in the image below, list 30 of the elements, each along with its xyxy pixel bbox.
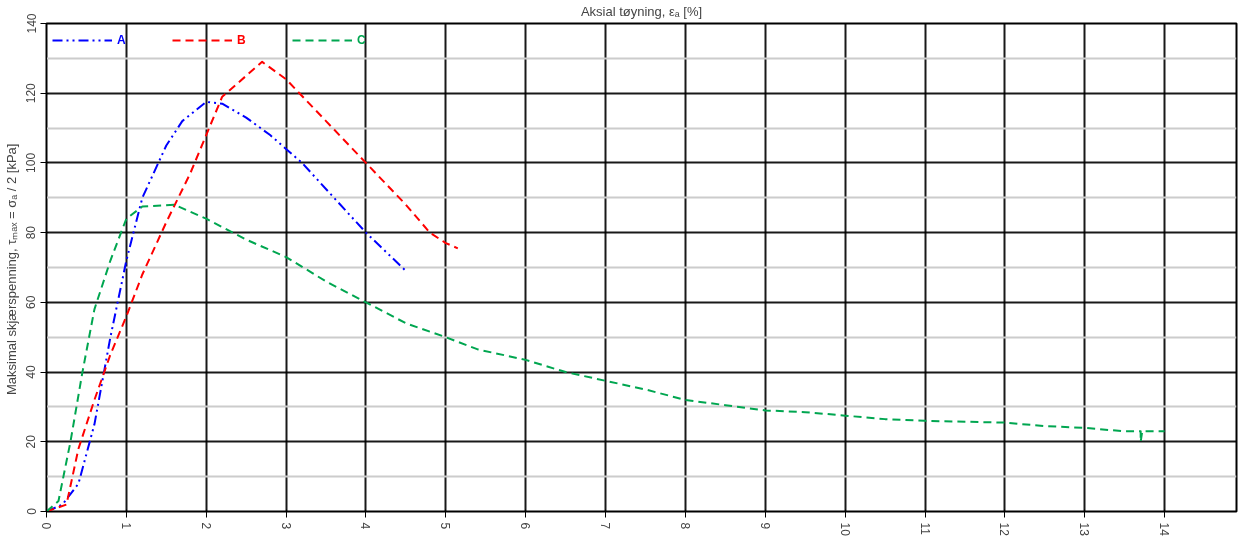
y-tick-label: 120 [24, 82, 39, 104]
x-tick-label: 12 [997, 522, 1012, 537]
legend-label: C [357, 33, 367, 47]
x-tick-label: 6 [518, 522, 533, 530]
x-axis-title: Aksial tøyning, εₐ [%] [580, 3, 703, 19]
x-tick-label: 3 [278, 522, 293, 530]
y-axis-title: Maksimal skjærspenning, τₘₐₓ = σₐ / 2 [kPa] [3, 143, 19, 396]
x-tick-label: 0 [39, 522, 53, 530]
line-series [46, 203, 1166, 512]
x-tick-label: 2 [198, 522, 213, 530]
x-tick-label: 5 [438, 522, 453, 530]
x-tick-label: 8 [677, 522, 692, 530]
y-tick-label: 140 [24, 13, 39, 34]
line-series [46, 60, 459, 512]
y-tick-label: 20 [24, 434, 39, 449]
x-tick-label: 10 [837, 522, 852, 537]
y-tick-label: 0 [24, 507, 39, 515]
legend-label: B [237, 33, 247, 47]
y-tick-label: 40 [24, 365, 39, 379]
y-tick-label: 80 [24, 225, 39, 240]
x-tick-label: 11 [917, 522, 932, 536]
x-tick-label: 13 [1077, 522, 1092, 537]
x-tick-label: 9 [757, 522, 772, 530]
y-tick-label: 100 [24, 152, 39, 173]
legend-label: A [117, 33, 127, 47]
y-tick-label: 60 [24, 295, 39, 310]
x-tick-label: 7 [598, 522, 613, 530]
x-tick-label: 4 [358, 522, 373, 530]
x-tick-label: 1 [118, 522, 133, 530]
x-tick-label: 14 [1157, 522, 1172, 537]
